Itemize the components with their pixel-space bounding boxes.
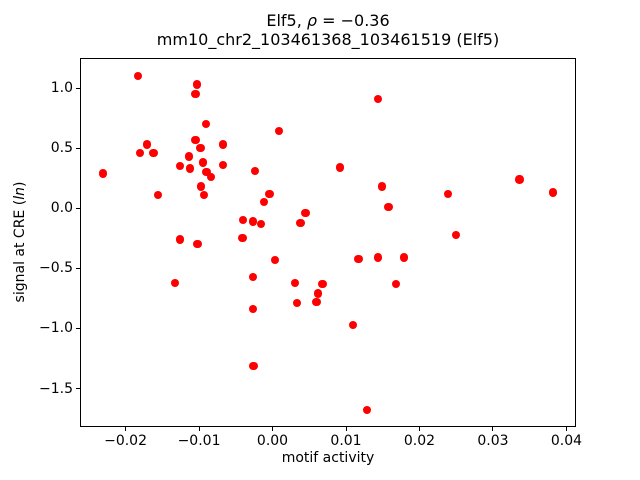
scatter-point bbox=[391, 279, 401, 289]
chart-title-block: Elf5, ρ = −0.36 mm10_chr2_103461368_1034… bbox=[80, 11, 576, 49]
scatter-point bbox=[175, 162, 185, 171]
scatter-point bbox=[133, 71, 143, 81]
scatter-point bbox=[149, 148, 158, 158]
scatter-point bbox=[374, 94, 383, 103]
x-tick-label: 0.04 bbox=[550, 433, 583, 449]
y-tick-label: 0.0 bbox=[50, 200, 73, 217]
x-tick-mark bbox=[492, 427, 494, 431]
y-tick-mark bbox=[76, 207, 80, 209]
scatter-point bbox=[206, 172, 215, 182]
scatter-point bbox=[265, 189, 274, 198]
x-tick-mark bbox=[125, 427, 127, 431]
scatter-point bbox=[170, 278, 179, 287]
scatter-point bbox=[318, 279, 327, 289]
scatter-point bbox=[250, 166, 260, 176]
scatter-point bbox=[191, 135, 200, 144]
scatter-point bbox=[142, 140, 151, 149]
scatter-point bbox=[219, 140, 228, 149]
scatter-point bbox=[377, 182, 387, 191]
x-tick-mark bbox=[345, 427, 347, 431]
y-axis-label-suffix: ) bbox=[12, 181, 28, 188]
y-tick-mark bbox=[76, 267, 80, 269]
scatter-point bbox=[335, 163, 345, 172]
scatter-point bbox=[291, 278, 300, 287]
x-tick-mark bbox=[198, 427, 200, 431]
scatter-point bbox=[270, 255, 279, 265]
scatter-point bbox=[238, 216, 248, 225]
scatter-point bbox=[193, 240, 202, 249]
scatter-point bbox=[248, 217, 257, 226]
scatter-point bbox=[198, 158, 207, 167]
y-tick-label: −0.5 bbox=[39, 260, 73, 277]
scatter-point bbox=[363, 406, 372, 415]
scatter-point bbox=[384, 202, 393, 212]
scatter-point bbox=[175, 235, 185, 244]
y-axis-label-math: ln bbox=[12, 187, 28, 200]
y-tick-mark bbox=[76, 87, 80, 89]
scatter-point bbox=[399, 253, 409, 262]
chart-subtitle: mm10_chr2_103461368_103461519 (Elf5) bbox=[156, 30, 500, 49]
scatter-point bbox=[349, 320, 358, 329]
chart-title-text: Elf5, bbox=[266, 11, 307, 30]
scatter-point bbox=[200, 190, 209, 200]
x-tick-label: 0.00 bbox=[256, 433, 289, 449]
scatter-point bbox=[219, 160, 228, 170]
scatter-point bbox=[274, 127, 284, 136]
scatter-point bbox=[313, 289, 323, 298]
y-tick-label: −1.5 bbox=[39, 380, 73, 397]
y-tick-label: −1.0 bbox=[39, 320, 73, 337]
scatter-point bbox=[197, 182, 206, 191]
x-axis-label: motif activity bbox=[281, 450, 375, 466]
scatter-point bbox=[248, 305, 257, 314]
scatter-point bbox=[248, 272, 257, 281]
scatter-point bbox=[256, 219, 265, 229]
scatter-point bbox=[202, 168, 211, 177]
rho-value: = −0.36 bbox=[317, 11, 390, 30]
scatter-point bbox=[374, 253, 383, 262]
scatter-point bbox=[196, 143, 205, 153]
scatter-point bbox=[153, 190, 163, 200]
scatter-point bbox=[452, 230, 461, 239]
x-tick-mark bbox=[418, 427, 420, 431]
rho-symbol: ρ bbox=[306, 11, 318, 30]
scatter-point bbox=[354, 254, 363, 263]
scatter-point bbox=[301, 208, 310, 218]
chart-title: Elf5, ρ = −0.36 bbox=[80, 11, 576, 30]
y-tick-mark bbox=[76, 388, 80, 390]
scatter-point bbox=[184, 152, 193, 161]
y-tick-label: 0.5 bbox=[50, 140, 73, 157]
x-tick-mark bbox=[565, 427, 567, 431]
scatter-point bbox=[259, 198, 268, 207]
x-tick-mark bbox=[272, 427, 274, 431]
x-tick-label: 0.02 bbox=[403, 433, 436, 449]
scatter-point bbox=[249, 361, 258, 370]
scatter-point bbox=[312, 297, 321, 307]
y-tick-mark bbox=[76, 147, 80, 149]
x-tick-label: 0.01 bbox=[330, 433, 362, 449]
x-tick-label: −0.02 bbox=[104, 433, 147, 449]
scatter-point bbox=[515, 175, 524, 184]
scatter-point bbox=[549, 188, 558, 197]
plot-area bbox=[80, 58, 576, 427]
x-tick-label: −0.01 bbox=[177, 433, 221, 449]
y-tick-label: 1.0 bbox=[50, 80, 73, 97]
scatter-point bbox=[191, 89, 200, 99]
scatter-point bbox=[136, 148, 145, 158]
scatter-point bbox=[292, 299, 301, 308]
scatter-point bbox=[192, 80, 201, 89]
scatter-point bbox=[238, 234, 247, 243]
scatter-point bbox=[296, 218, 305, 227]
scatter-point bbox=[186, 164, 195, 173]
scatter-point bbox=[443, 189, 453, 198]
scatter-point bbox=[201, 119, 210, 129]
x-tick-label: 0.03 bbox=[477, 433, 509, 449]
scatter-point bbox=[98, 169, 107, 178]
y-tick-mark bbox=[76, 327, 80, 329]
